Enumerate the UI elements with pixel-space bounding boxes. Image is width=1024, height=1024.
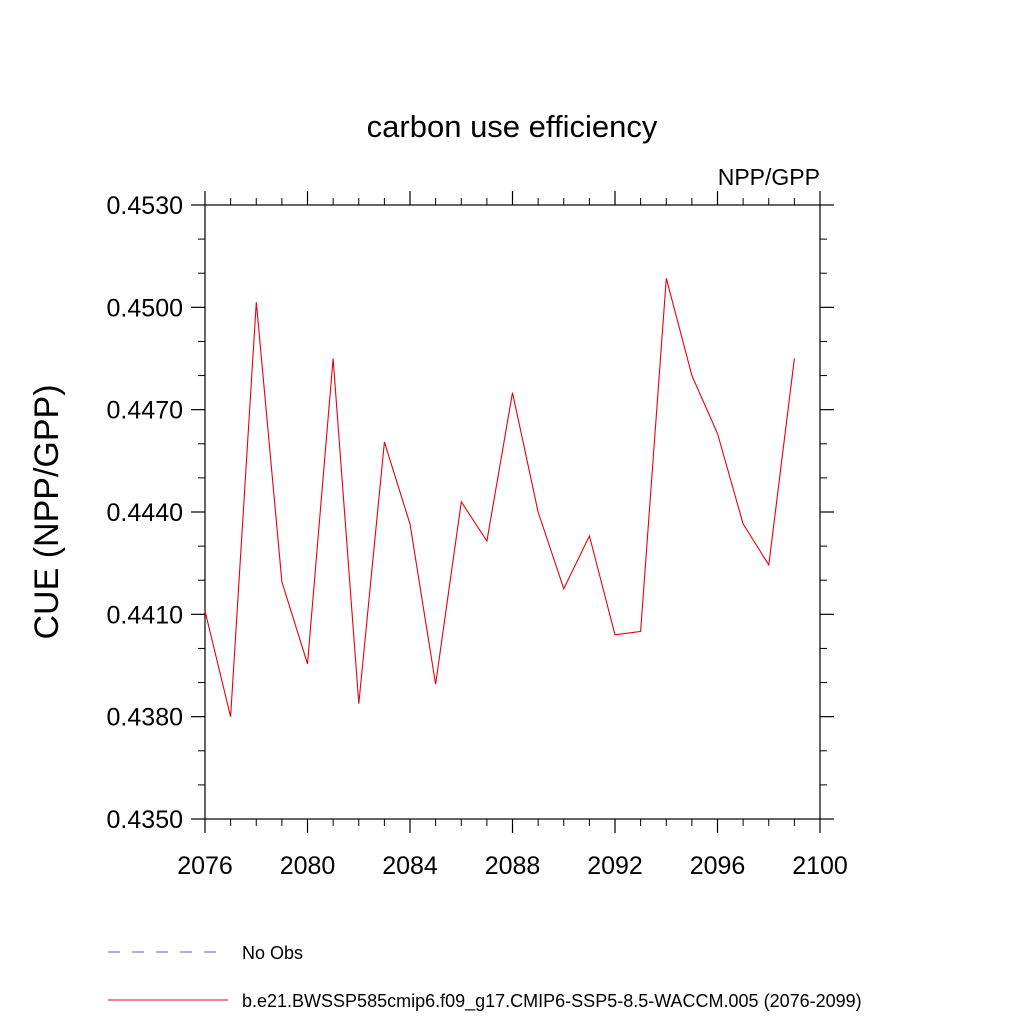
y-tick-label: 0.4500: [107, 294, 183, 322]
y-tick-label: 0.4350: [107, 806, 183, 834]
axis-ticks: [191, 191, 834, 833]
x-tick-label: 2092: [587, 852, 643, 880]
x-tick-label: 2088: [485, 852, 541, 880]
series-line: [204, 278, 795, 717]
x-tick-label: 2096: [690, 852, 746, 880]
chart-subtitle: NPP/GPP: [718, 164, 820, 190]
plot-frame: [204, 204, 821, 820]
legend: No Obs b.e21.BWSSP585cmip6.f09_g17.CMIP6-…: [108, 943, 862, 1012]
x-tick-label: 2100: [792, 852, 848, 880]
y-tick-label: 0.4440: [107, 499, 183, 527]
y-tick-label: 0.4410: [107, 601, 183, 629]
y-tick-label: 0.4530: [107, 192, 183, 220]
x-tick-label: 2084: [382, 852, 438, 880]
axis-tick-labels: 2076 2080 2084 2088 2092 2096 2100 0.4350 0.4380…: [107, 192, 848, 880]
legend-label: b.e21.BWSSP585cmip6.f09_g17.CMIP6-SSP5-8…: [242, 991, 862, 1012]
series-group: [204, 278, 795, 717]
x-tick-label: 2076: [177, 852, 233, 880]
y-tick-label: 0.4380: [107, 704, 183, 732]
y-tick-label: 0.4470: [107, 397, 183, 425]
chart-title: carbon use efficiency: [367, 109, 658, 144]
legend-label: No Obs: [242, 943, 303, 963]
x-tick-label: 2080: [280, 852, 336, 880]
y-axis-label: CUE (NPP/GPP): [28, 384, 66, 639]
